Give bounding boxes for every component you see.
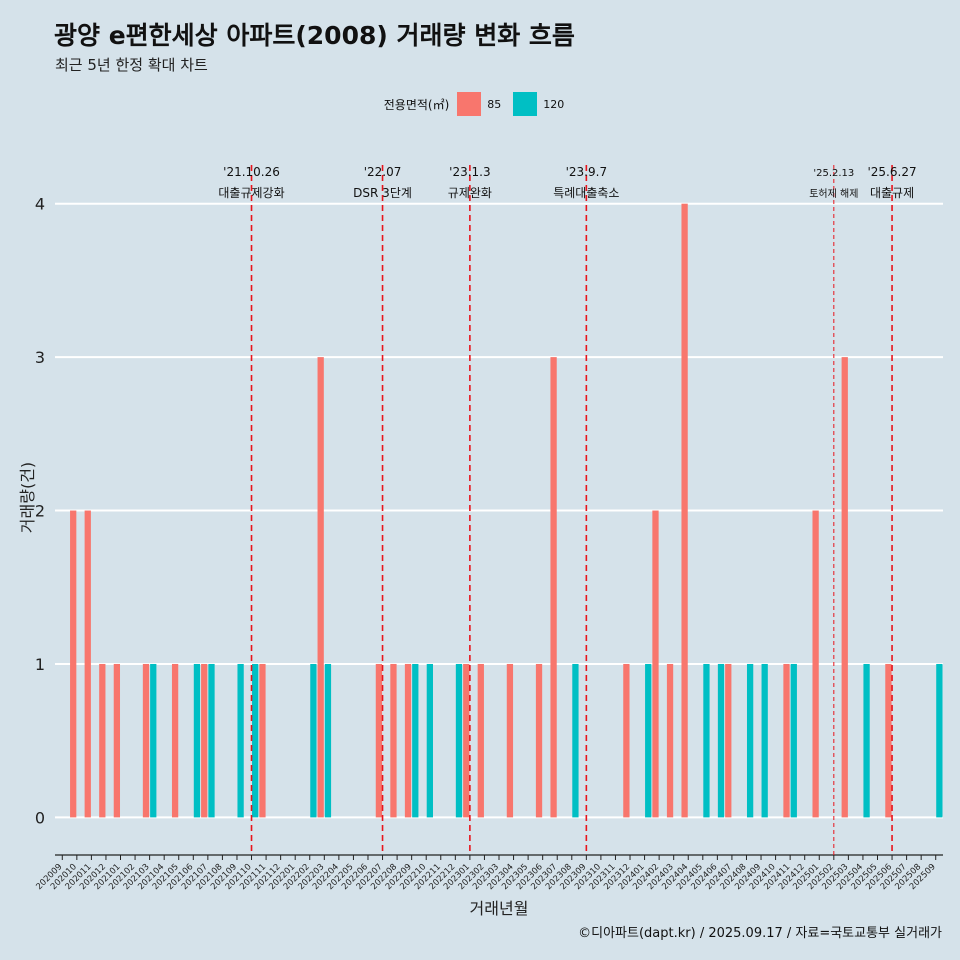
bar-85-202312 [623,663,630,818]
chart-subtitle: 최근 5년 한정 확대 차트 [55,56,208,74]
bar-85-202407 [725,663,732,818]
bar-120-202203 [324,663,332,818]
bar-85-202402 [652,510,659,818]
bar-85-202208 [390,663,397,818]
bar-120-202411 [790,663,797,818]
annotation-label: 대출규제강화 [218,186,284,200]
bar-120-202202 [310,663,317,818]
bar-85-202101 [113,663,121,818]
annotation-date: '25.6.27 [867,165,916,179]
y-tick-label: 3 [35,348,45,367]
y-tick-label: 2 [35,502,45,521]
bar-120-202110 [252,663,259,818]
y-tick-label: 0 [35,808,45,827]
source-caption: ©디아파트(dapt.kr) / 2025.09.17 / 자료=국토교통부 실… [578,926,942,941]
y-tick-label: 1 [35,655,45,674]
annotation-date: '23.1.3 [449,165,490,179]
bar-85-202506 [885,663,892,818]
legend-swatch-85 [457,92,482,116]
bar-85-202203 [317,357,324,818]
bar-120-202103 [150,663,157,818]
bar-120-202209 [412,663,419,818]
bar-85-202010 [70,510,77,818]
bar-85-202103 [142,663,150,818]
bar-85-202012 [99,663,106,818]
bar-85-202306 [535,663,543,818]
bar-85-202307 [550,357,557,818]
bar-120-202405 [703,663,710,818]
legend-label-120: 120 [543,97,565,111]
bar-120-202109 [237,663,244,818]
legend: 전용면적(㎡) 85 120 [0,92,960,116]
bar-120-202210 [426,663,433,818]
annotation-label: 토허제 해제 [809,187,858,200]
bar-85-202302 [477,663,484,818]
bar-120-202509 [936,663,943,818]
bar-85-202411 [783,663,790,818]
legend-swatch-120 [513,92,538,116]
annotation-date: '25.2.13 [813,168,854,179]
bar-85-202403 [666,663,674,818]
annotation-date: '21.10.26 [223,165,280,179]
annotation-label: 특례대출축소 [553,186,619,200]
bar-85-202107 [201,663,208,818]
bar-120-202107 [208,663,215,818]
legend-label-85: 85 [487,97,502,111]
bar-120-202406 [717,663,725,818]
bar-85-202209 [404,663,412,818]
annotation-label: 규제완화 [448,186,492,200]
annotation-label: DSR 3단계 [353,186,412,200]
bar-120-202401 [645,663,652,818]
bar-120-202106 [193,663,201,818]
bar-120-202212 [455,663,463,818]
x-axis-title: 거래년월 [470,899,529,918]
bar-85-202301 [463,663,470,818]
bar-85-202404 [681,203,688,818]
bar-85-202105 [171,663,179,818]
bar-120-202409 [761,663,768,818]
y-axis-title: 거래량(건) [18,462,37,533]
bar-120-202504 [863,663,870,818]
annotation-date: '23.9.7 [566,165,607,179]
y-tick-label: 4 [35,195,45,214]
bar-85-202503 [841,357,848,818]
bar-85-202207 [375,663,383,818]
bar-120-202308 [572,663,579,818]
legend-title: 전용면적(㎡) [383,97,450,112]
chart-title: 광양 e편한세상 아파트(2008) 거래량 변화 흐름 [54,21,575,50]
annotation-label: 대출규제 [870,186,914,200]
bar-120-202408 [746,663,754,818]
bar-85-202011 [84,510,91,818]
bar-85-202304 [506,663,514,818]
bar-85-202501 [812,510,819,818]
annotation-date: '22.07 [364,165,402,179]
bar-85-202111 [259,663,266,818]
